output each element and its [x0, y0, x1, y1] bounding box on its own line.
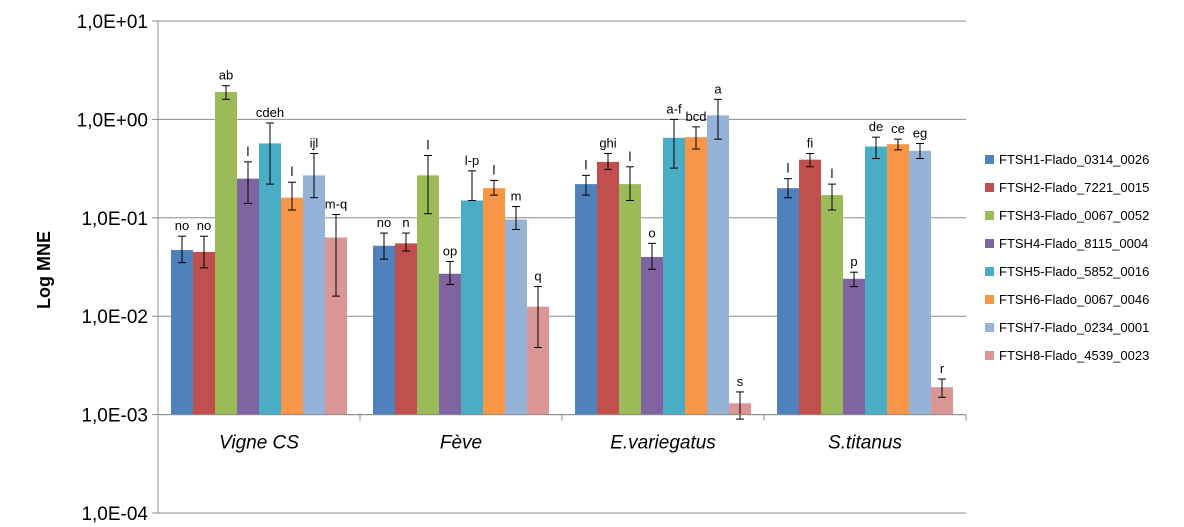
legend-entry: FTSH4-Flado_8115_0004 [999, 236, 1148, 251]
legend: FTSH1-Flado_0314_0026 FTSH2-Flado_7221_00… [985, 152, 1149, 363]
legend-swatch [985, 295, 994, 304]
significance-label: q [534, 269, 541, 284]
significance-label: no [377, 215, 391, 230]
significance-label: op [443, 243, 457, 258]
y-tick-label: 1,0E-04 [81, 504, 148, 525]
bar [909, 150, 931, 415]
bar [417, 175, 439, 415]
significance-label: p [850, 254, 857, 269]
significance-label: s [737, 374, 744, 389]
bar [281, 197, 303, 415]
bar [193, 251, 215, 415]
y-tick-label: 1,0E+01 [77, 12, 148, 33]
category-label: Fève [440, 433, 482, 454]
significance-label: l [427, 137, 430, 152]
bar [483, 188, 505, 415]
y-tick-label: 1,0E-03 [81, 406, 148, 427]
bar [237, 178, 259, 415]
bar [887, 144, 909, 415]
bar [259, 143, 281, 415]
category-label: S.titanus [828, 433, 902, 454]
bar [641, 256, 663, 415]
significance-label: ijl [310, 136, 319, 151]
bar [619, 184, 641, 415]
significance-label: a-f [666, 101, 682, 116]
significance-label: no [197, 218, 211, 233]
significance-label: r [940, 361, 945, 376]
bar [373, 245, 395, 415]
significance-label: ab [219, 68, 233, 83]
significance-label: cdeh [256, 105, 284, 120]
significance-label: a [714, 81, 722, 96]
y-tick-label: 1,0E-02 [81, 307, 148, 328]
legend-swatch [985, 155, 994, 164]
significance-label: ce [891, 121, 905, 136]
bar [707, 115, 729, 415]
bar [303, 175, 325, 415]
y-tick-label: 1,0E-01 [81, 209, 148, 230]
bar [325, 237, 347, 415]
legend-entry: FTSH8-Flado_4539_0023 [999, 348, 1149, 363]
significance-label: ghi [599, 136, 616, 151]
bar [663, 137, 685, 415]
y-axis-label: Log MNE [34, 231, 54, 309]
bar [505, 219, 527, 415]
significance-label: l [291, 164, 294, 179]
bar [931, 387, 953, 415]
bar [685, 137, 707, 415]
significance-label: l [831, 166, 834, 181]
bar [821, 195, 843, 415]
significance-label: l [787, 161, 790, 176]
bar [777, 188, 799, 415]
bar [439, 273, 461, 415]
legend-swatch [985, 211, 994, 220]
significance-label: l [629, 149, 632, 164]
bar [597, 161, 619, 415]
significance-label: fi [807, 136, 814, 151]
legend-entry: FTSH3-Flado_0067_0052 [999, 208, 1149, 223]
bar [461, 200, 483, 415]
legend-entry: FTSH2-Flado_7221_0015 [999, 180, 1149, 195]
significance-label: eg [913, 125, 927, 140]
significance-label: l-p [465, 153, 479, 168]
y-tick-label: 1,0E+00 [77, 110, 148, 131]
legend-entry: FTSH5-Flado_5852_0016 [999, 264, 1149, 279]
bar [395, 243, 417, 415]
legend-swatch [985, 183, 994, 192]
significance-label: de [869, 119, 883, 134]
bar [215, 91, 237, 415]
legend-swatch [985, 323, 994, 332]
significance-label: bcd [686, 109, 707, 124]
bar [799, 159, 821, 415]
legend-entry: FTSH7-Flado_0234_0001 [999, 320, 1149, 335]
significance-label: no [175, 218, 189, 233]
bar [171, 250, 193, 415]
category-label: E.variegatus [610, 433, 716, 454]
significance-label: n [402, 215, 409, 230]
significance-label: l [247, 144, 250, 159]
bar [865, 146, 887, 415]
bar [527, 306, 549, 415]
bar [575, 184, 597, 415]
category-label: Vigne CS [219, 433, 299, 454]
y-axis: 1,0E+01 1,0E+00 1,0E-01 1,0E-02 1,0E-03 1,0E-… [77, 12, 159, 525]
significance-label: m [511, 189, 522, 204]
legend-entry: FTSH1-Flado_0314_0026 [999, 152, 1149, 167]
legend-swatch [985, 239, 994, 248]
significance-label: o [648, 225, 655, 240]
x-axis: Vigne CS Fève E.variegatus S.titanus [157, 414, 967, 454]
significance-label: l [585, 157, 588, 172]
legend-entry: FTSH6-Flado_0067_0046 [999, 292, 1149, 307]
significance-label: l [493, 162, 496, 177]
legend-swatch [985, 267, 994, 276]
significance-label: m-q [325, 197, 347, 212]
bar [843, 278, 865, 415]
legend-swatch [985, 351, 994, 360]
